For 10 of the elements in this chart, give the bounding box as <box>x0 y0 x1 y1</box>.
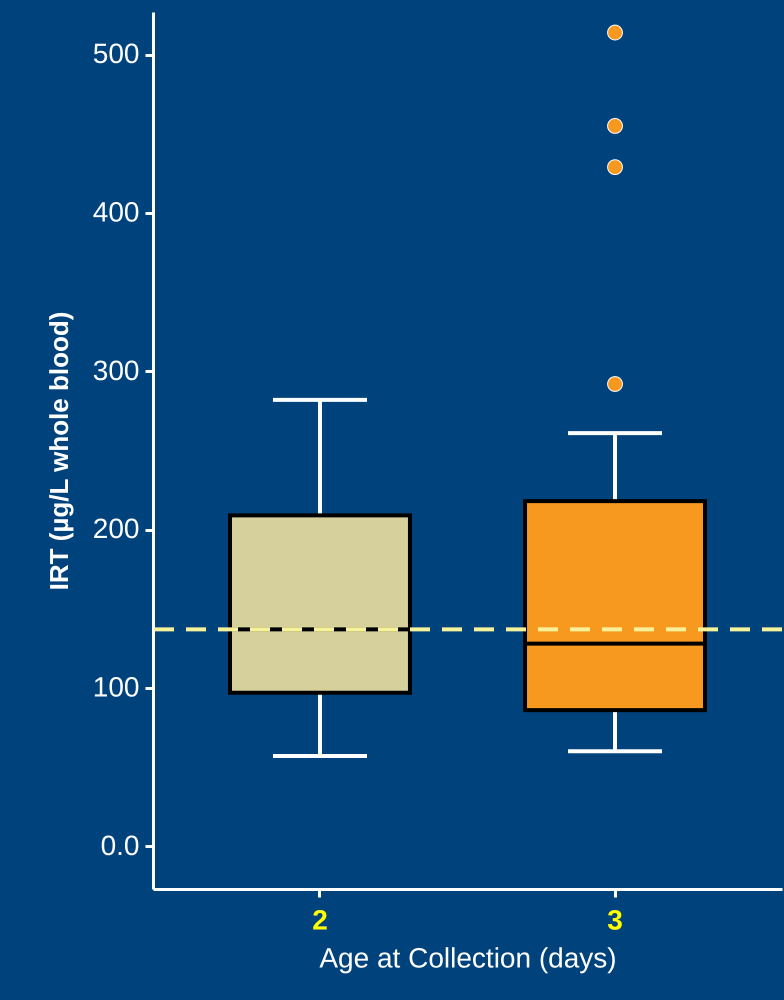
y-tick-label: 100 <box>92 671 140 702</box>
x-axis-title: Age at Collection (days) <box>319 942 617 974</box>
y-tick-label: 300 <box>92 354 140 386</box>
y-tick-label: 500 <box>92 38 140 70</box>
x-tick-label: 3 <box>607 904 623 936</box>
y-axis-title: IRT (µg/L whole blood) <box>44 312 74 590</box>
y-tick-label: 0.0 <box>100 830 140 861</box>
y-tick-label: 400 <box>92 196 140 228</box>
x-tick-label: 2 <box>312 904 328 936</box>
y-tick-label: 200 <box>92 513 140 544</box>
